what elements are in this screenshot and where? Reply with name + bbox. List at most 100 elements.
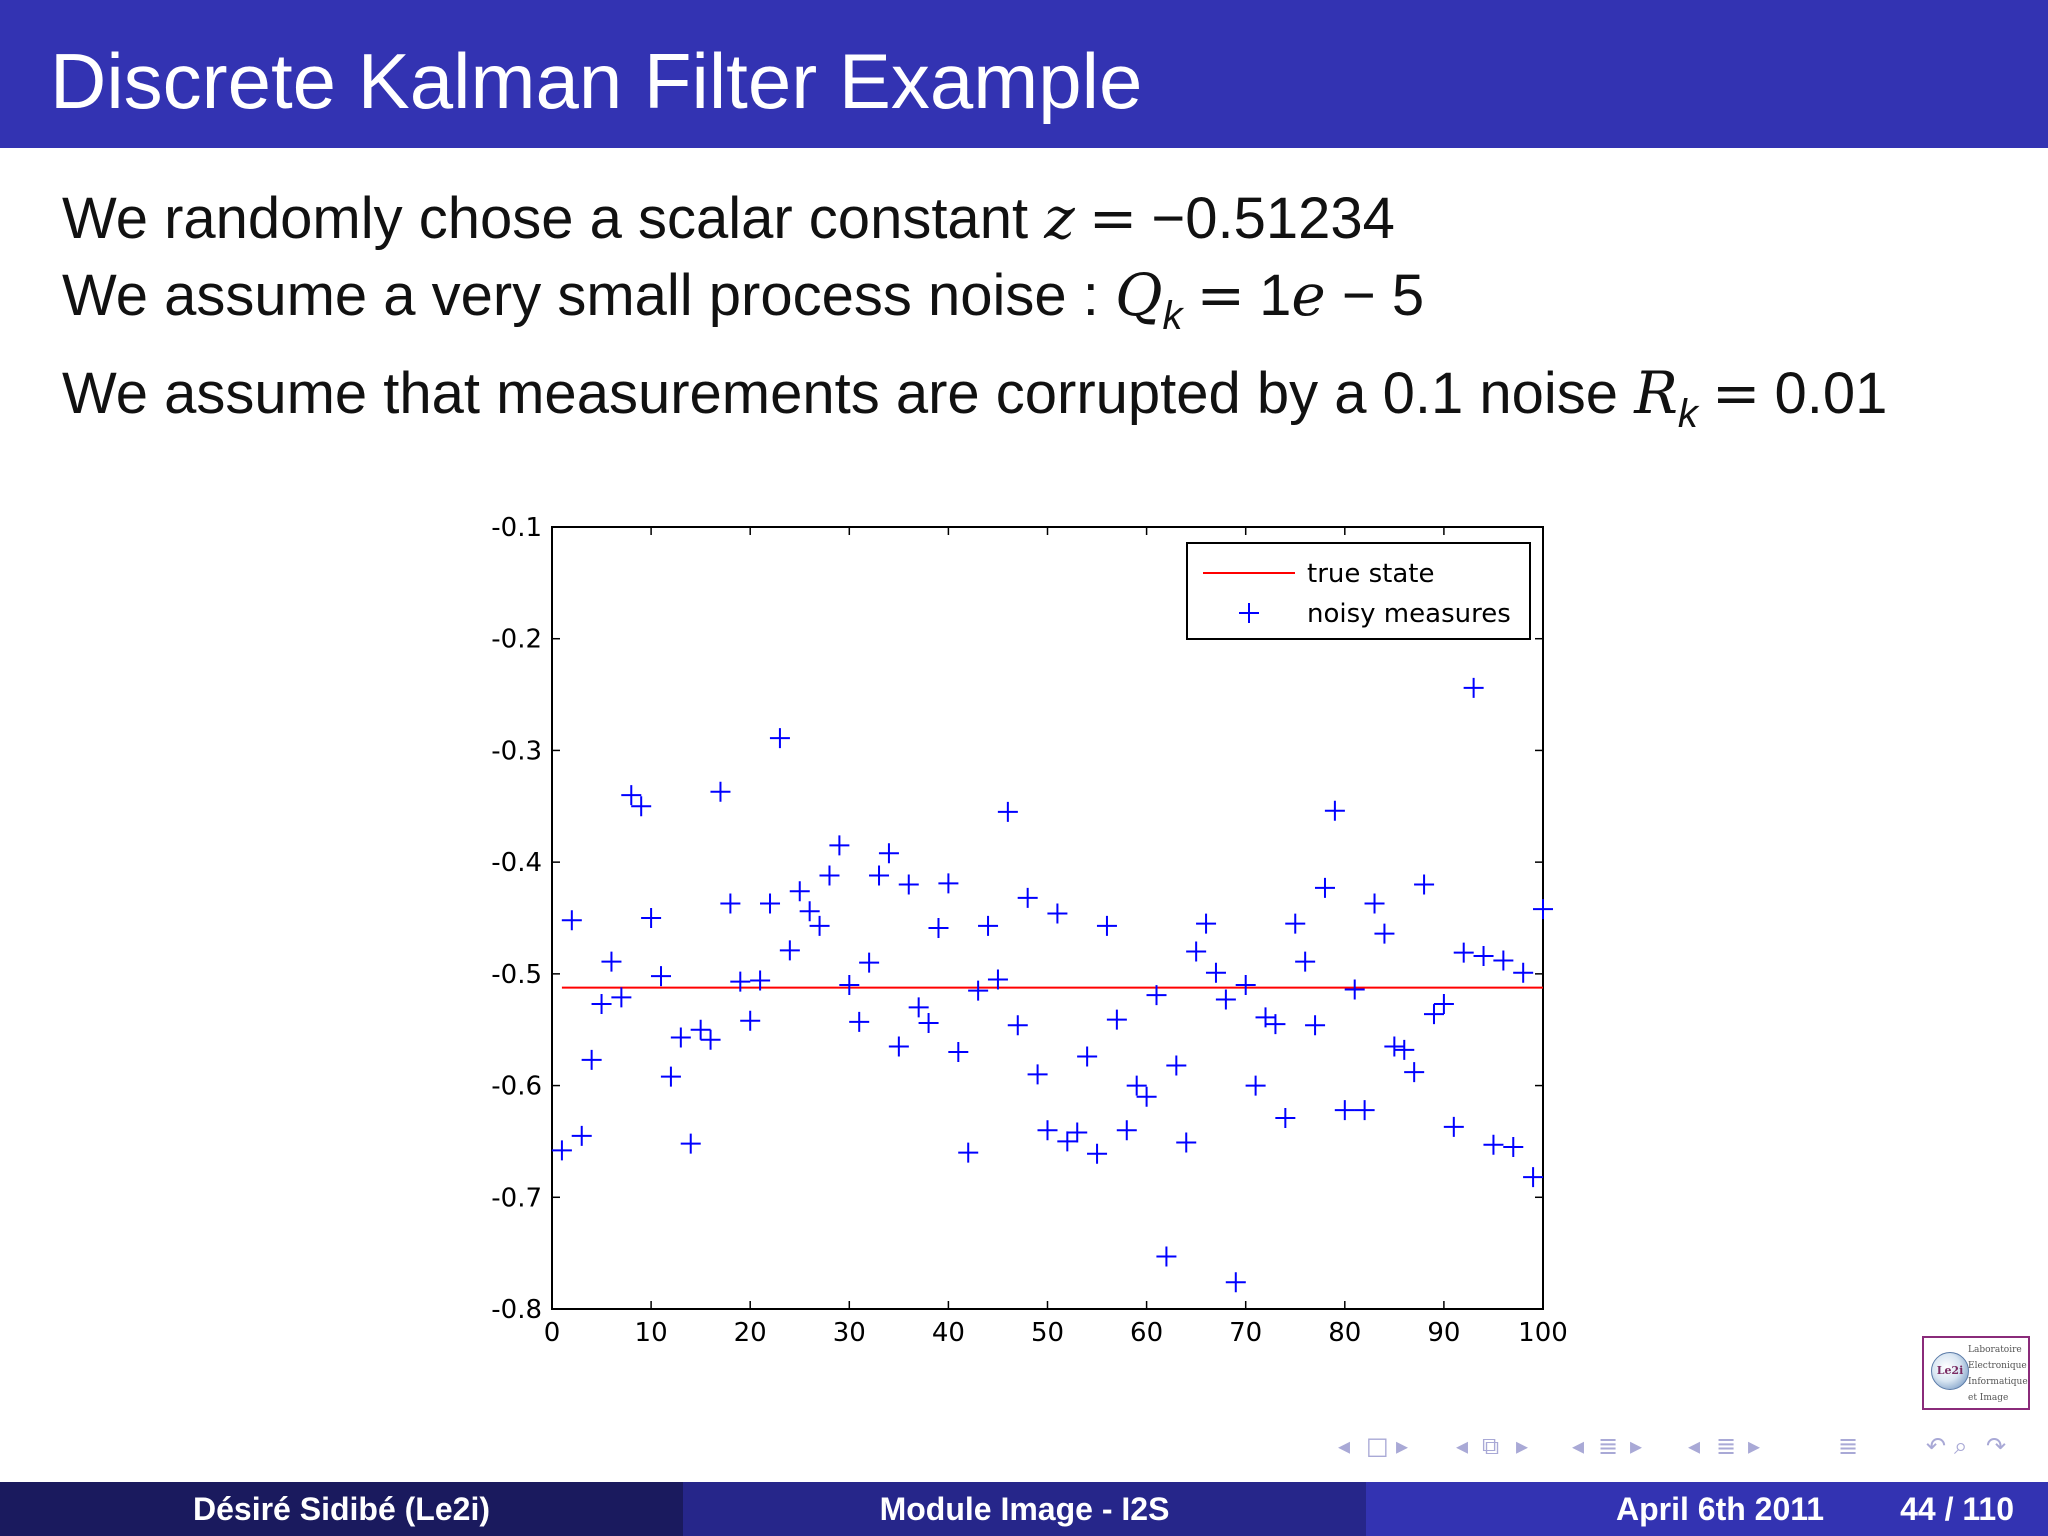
- le2i-logo: Le2i Laboratoire Electronique Informatiq…: [1922, 1336, 2030, 1410]
- slide-body: We randomly chose a scalar constant z = −0…: [62, 180, 2022, 453]
- noisy-measure-point: [1453, 942, 1474, 963]
- logo-words: Laboratoire Electronique Informatique et…: [1968, 1342, 2032, 1406]
- noisy-measure-point: [700, 1029, 721, 1050]
- x-tick-label: 30: [833, 1318, 866, 1348]
- noisy-measure-point: [918, 1013, 939, 1034]
- beamer-navigation: ◂ □ ▸ ◂ ⧉ ▸ ◂ ≣ ▸ ◂ ≣ ▸ ≣ ↶ ⌕ ↷: [1330, 1432, 2030, 1466]
- line3-sub: k: [1677, 392, 1698, 436]
- x-tick-label: 0: [544, 1318, 561, 1348]
- scatter-chart: 0 10 20 30 40 50 60 70 80 90 100 -0.1 -0.2 -0.3 -0.4 -0…: [470, 505, 1590, 1380]
- slide-icon[interactable]: ≣: [1716, 1432, 1737, 1460]
- logo-line-3: Informatique: [1968, 1377, 2028, 1387]
- noisy-measure-point: [611, 987, 632, 1008]
- nav-prev-section-icon[interactable]: ◂: [1456, 1432, 1469, 1460]
- noisy-measure-point: [839, 975, 860, 996]
- noisy-measure-point: [1384, 1036, 1405, 1057]
- noisy-measure-point: [760, 893, 781, 914]
- noisy-measure-point: [1007, 1015, 1028, 1036]
- noisy-measure-point: [1136, 1086, 1157, 1107]
- noisy-measure-point: [1215, 989, 1236, 1010]
- line2-op: =: [1196, 261, 1246, 329]
- noisy-measure-point: [1404, 1062, 1425, 1083]
- y-tick-label: -0.5: [491, 960, 542, 990]
- noisy-measure-point: [898, 874, 919, 895]
- line3-text: We assume that measurements are corrupte…: [62, 361, 1635, 426]
- noisy-measure-point: [928, 918, 949, 939]
- line2-var: Q: [1114, 261, 1163, 329]
- nav-next-section-icon[interactable]: ▸: [1516, 1432, 1529, 1460]
- logo-line-4: et Image: [1968, 1393, 2009, 1403]
- title-bar: Discrete Kalman Filter Example: [0, 0, 2048, 148]
- y-tick-label: -0.1: [491, 513, 542, 543]
- noisy-measure-point: [1087, 1143, 1108, 1164]
- toc-icon[interactable]: ≣: [1838, 1432, 1859, 1460]
- noisy-measure-point: [1275, 1107, 1296, 1128]
- noisy-measure-point: [601, 951, 622, 972]
- noisy-measure-point: [1394, 1039, 1415, 1060]
- x-tick-label: 20: [734, 1318, 767, 1348]
- section-icon[interactable]: ⧉: [1482, 1432, 1500, 1460]
- noisy-measure-point: [1374, 923, 1395, 944]
- back-icon[interactable]: ↶: [1926, 1432, 1947, 1460]
- noisy-measure-point: [987, 969, 1008, 990]
- noisy-measure-point: [1493, 950, 1514, 971]
- noisy-measure-point: [1067, 1122, 1088, 1143]
- noisy-measure-point: [551, 1140, 572, 1161]
- noisy-measure-point: [1443, 1116, 1464, 1137]
- chart-canvas: 0 10 20 30 40 50 60 70 80 90 100 -0.1 -0.2 -0.3 -0.4 -0…: [491, 513, 1568, 1348]
- y-tick-label: -0.7: [491, 1183, 542, 1213]
- noisy-measure-point: [779, 940, 800, 961]
- nav-prev-slide-icon[interactable]: ◂: [1688, 1432, 1701, 1460]
- noisy-measure-point: [908, 997, 929, 1018]
- search-icon[interactable]: ⌕: [1954, 1432, 1968, 1460]
- noisy-measure-point: [1483, 1134, 1504, 1155]
- line1-op: =: [1088, 184, 1138, 252]
- noisy-measure-point: [670, 1027, 691, 1048]
- footer-course: Module Image - I2S: [683, 1482, 1366, 1536]
- noisy-measure-point: [1354, 1100, 1375, 1121]
- noisy-measure-point: [819, 865, 840, 886]
- noisy-measure-point: [1533, 899, 1553, 920]
- noisy-measure-point: [1463, 677, 1484, 698]
- line3-value: 0.01: [1774, 361, 1888, 426]
- frame-icon[interactable]: □: [1366, 1432, 1389, 1460]
- subsection-icon[interactable]: ≣: [1598, 1432, 1619, 1460]
- x-tick-label: 40: [932, 1318, 965, 1348]
- forward-icon[interactable]: ↷: [1986, 1432, 2007, 1460]
- noisy-measure-point: [1364, 893, 1385, 914]
- noisy-measure-point: [680, 1133, 701, 1154]
- noisy-measure-point: [1047, 903, 1068, 924]
- noisy-measure-point: [1176, 1132, 1197, 1153]
- nav-prev-frame-icon[interactable]: ◂: [1338, 1432, 1351, 1460]
- nav-next-subsection-icon[interactable]: ▸: [1630, 1432, 1643, 1460]
- noisy-measure-point: [1473, 945, 1494, 966]
- line2-sub: k: [1162, 294, 1183, 338]
- nav-next-slide-icon[interactable]: ▸: [1748, 1432, 1761, 1460]
- noisy-measure-point: [1523, 1167, 1544, 1188]
- noisy-measure-point: [958, 1142, 979, 1163]
- nav-prev-subsection-icon[interactable]: ◂: [1572, 1432, 1585, 1460]
- noisy-measure-point: [769, 728, 790, 749]
- noisy-measure-point: [1126, 1075, 1147, 1096]
- line2-value-rest: − 5: [1325, 263, 1425, 328]
- noisy-measure-point: [1305, 1015, 1326, 1036]
- noisy-measure-point: [740, 1010, 761, 1031]
- noisy-measure-point: [799, 901, 820, 922]
- line3-op: =: [1711, 359, 1761, 427]
- y-tick-label: -0.4: [491, 848, 542, 878]
- y-tick-label: -0.2: [491, 625, 542, 655]
- footer-author: Désiré Sidibé (Le2i): [0, 1482, 683, 1536]
- nav-next-frame-icon[interactable]: ▸: [1396, 1432, 1409, 1460]
- noisy-measure-point: [938, 873, 959, 894]
- noisy-measure-point: [591, 994, 612, 1015]
- body-line-3: We assume that measurements are corrupte…: [62, 355, 2022, 453]
- noisy-measure-point: [859, 952, 880, 973]
- noisy-measure-point: [1513, 962, 1534, 983]
- noisy-measure-point: [869, 865, 890, 886]
- line2-value-num: 1: [1259, 263, 1292, 328]
- noisy-measure-point: [978, 915, 999, 936]
- line1-value: −0.51234: [1151, 186, 1395, 251]
- noisy-measure-point: [1324, 800, 1345, 821]
- noisy-measure-point: [829, 835, 850, 856]
- line1-var: z: [1044, 184, 1075, 252]
